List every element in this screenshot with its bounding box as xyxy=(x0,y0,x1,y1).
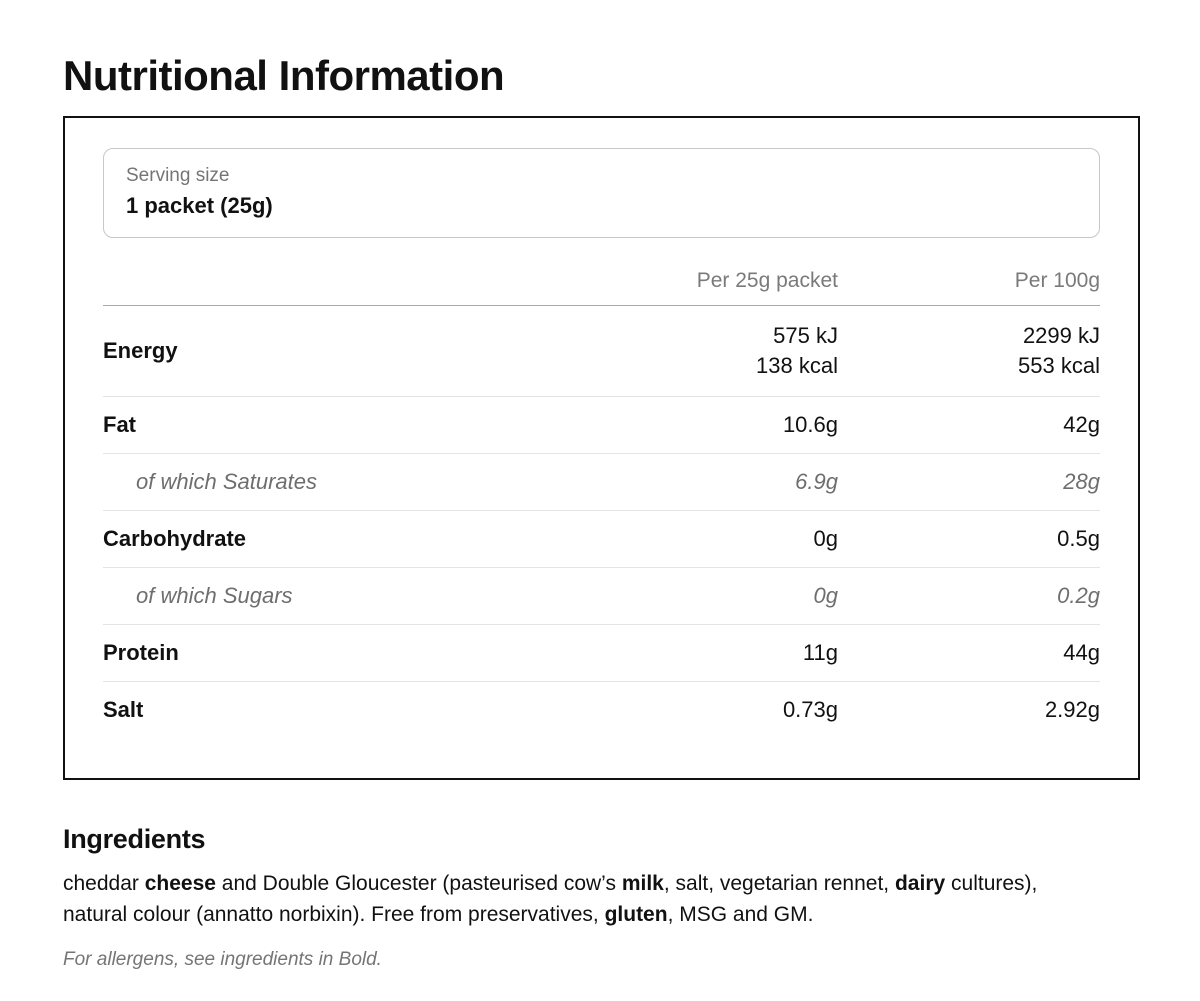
ingredient-segment: cultures), natural colour (annatto norbi… xyxy=(63,872,1038,926)
row-label: Protein xyxy=(103,640,179,665)
header-per-packet: Per 25g packet xyxy=(696,269,838,292)
table-row-carbohydrate: Carbohydrate 0g 0.5g xyxy=(103,511,1100,568)
ingredients-text: cheddar cheese and Double Gloucester (pa… xyxy=(63,868,1103,930)
nutrition-panel: Serving size 1 packet (25g) Per 25g pack… xyxy=(63,116,1140,780)
ingredients-section: Ingredients cheddar cheese and Double Gl… xyxy=(63,824,1140,971)
row-value-per-packet: 0.73g xyxy=(782,697,838,722)
row-value-per-packet: 0g xyxy=(813,526,838,551)
row-label: of which Sugars xyxy=(136,583,293,608)
table-row-sugars: of which Sugars 0g 0.2g xyxy=(103,568,1100,625)
row-label: Energy xyxy=(103,338,178,363)
row-value-per-100g: 28g xyxy=(1063,469,1100,494)
nutrition-table: Per 25g packet Per 100g Energy 575 kJ 13… xyxy=(103,256,1100,744)
row-label: Carbohydrate xyxy=(103,526,247,551)
energy-kcal-packet: 138 kcal xyxy=(756,353,838,378)
ingredient-allergen-cheese: cheese xyxy=(144,872,216,895)
ingredient-segment: , MSG and GM. xyxy=(667,903,814,926)
table-header-row: Per 25g packet Per 100g xyxy=(103,256,1100,306)
table-row-energy: Energy 575 kJ 138 kcal 2299 kJ 553 kcal xyxy=(103,306,1100,397)
table-row-protein: Protein 11g 44g xyxy=(103,625,1100,682)
row-value-per-100g: 2299 kJ 553 kcal xyxy=(838,321,1100,381)
energy-kcal-100g: 553 kcal xyxy=(1018,353,1100,378)
row-label: of which Saturates xyxy=(136,469,317,494)
page: Nutritional Information Serving size 1 p… xyxy=(0,52,1200,971)
page-title: Nutritional Information xyxy=(63,52,505,99)
ingredients-heading: Ingredients xyxy=(63,824,206,854)
ingredient-allergen-milk: milk xyxy=(621,872,664,895)
ingredient-segment: , salt, vegetarian rennet, xyxy=(663,872,895,895)
row-value-per-100g: 0.5g xyxy=(1057,526,1100,551)
row-value-per-packet: 6.9g xyxy=(795,469,838,494)
ingredient-segment: cheddar xyxy=(63,872,145,895)
row-value-per-packet: 575 kJ 138 kcal xyxy=(538,321,838,381)
serving-size-label: Serving size xyxy=(126,165,230,186)
serving-size-value: 1 packet (25g) xyxy=(126,193,273,218)
row-value-per-100g: 0.2g xyxy=(1057,583,1100,608)
row-value-per-packet: 11g xyxy=(802,640,838,665)
row-label: Fat xyxy=(103,412,136,437)
row-value-per-100g: 42g xyxy=(1063,412,1100,437)
header-per-100g: Per 100g xyxy=(1014,269,1100,292)
ingredient-segment: and Double Gloucester (pasteurised cow’s xyxy=(215,872,622,895)
row-value-per-packet: 0g xyxy=(813,583,838,608)
ingredient-allergen-gluten: gluten xyxy=(604,903,668,926)
row-value-per-packet: 10.6g xyxy=(782,412,838,437)
energy-kj-100g: 2299 kJ xyxy=(1022,323,1100,348)
row-label: Salt xyxy=(103,697,144,722)
table-row-fat: Fat 10.6g 42g xyxy=(103,397,1100,454)
serving-size-field[interactable]: Serving size 1 packet (25g) xyxy=(103,148,1100,238)
row-value-per-100g: 2.92g xyxy=(1044,697,1100,722)
table-row-saturates: of which Saturates 6.9g 28g xyxy=(103,454,1100,511)
table-row-salt: Salt 0.73g 2.92g xyxy=(103,682,1100,744)
energy-kj-packet: 575 kJ xyxy=(773,323,838,348)
allergen-note: For allergens, see ingredients in Bold. xyxy=(63,949,382,970)
row-value-per-100g: 44g xyxy=(1063,640,1100,665)
ingredient-allergen-dairy: dairy xyxy=(894,872,946,895)
